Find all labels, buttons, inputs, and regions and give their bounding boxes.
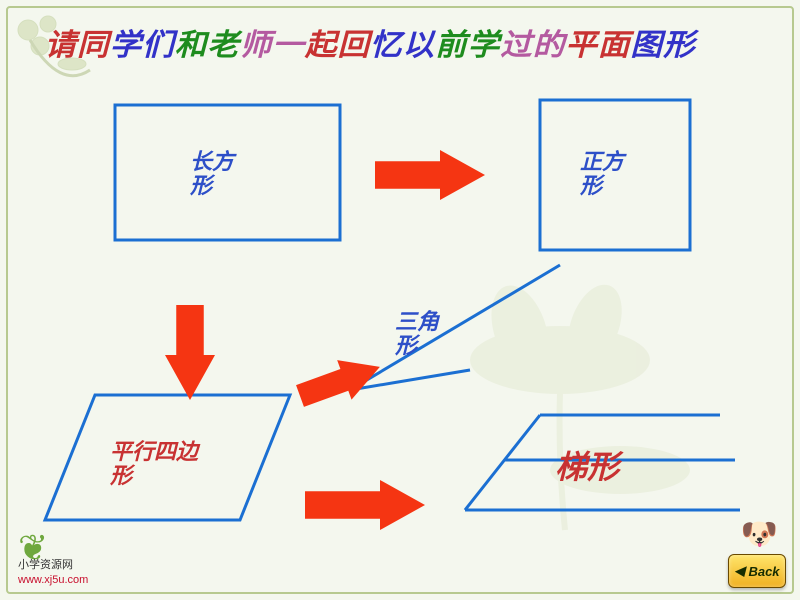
dog-icon: 🐶 <box>741 517 778 552</box>
rectangle-label: 长方形 <box>190 150 280 198</box>
slide-border <box>6 6 794 594</box>
site-url: www.xj5u.com <box>18 574 88 586</box>
triangle-label: 三角形 <box>395 310 485 358</box>
back-arrow-icon: ◀ <box>734 563 744 579</box>
slide-title: 请同学们和老师一起回忆以前学过的平面图形 <box>45 20 696 64</box>
back-label: Back <box>748 564 779 579</box>
footer-logo: ❦ 小学资源网 www.xj5u.com <box>18 535 88 586</box>
back-button[interactable]: ◀ Back <box>728 554 786 588</box>
site-label: 小学资源网 <box>18 559 73 571</box>
logo-leaf-icon: ❦ <box>18 535 88 560</box>
parallelogram-label: 平行四边形 <box>110 440 200 488</box>
trapezoid-label: 梯形 <box>555 450 645 485</box>
square-label: 正方形 <box>580 150 670 198</box>
